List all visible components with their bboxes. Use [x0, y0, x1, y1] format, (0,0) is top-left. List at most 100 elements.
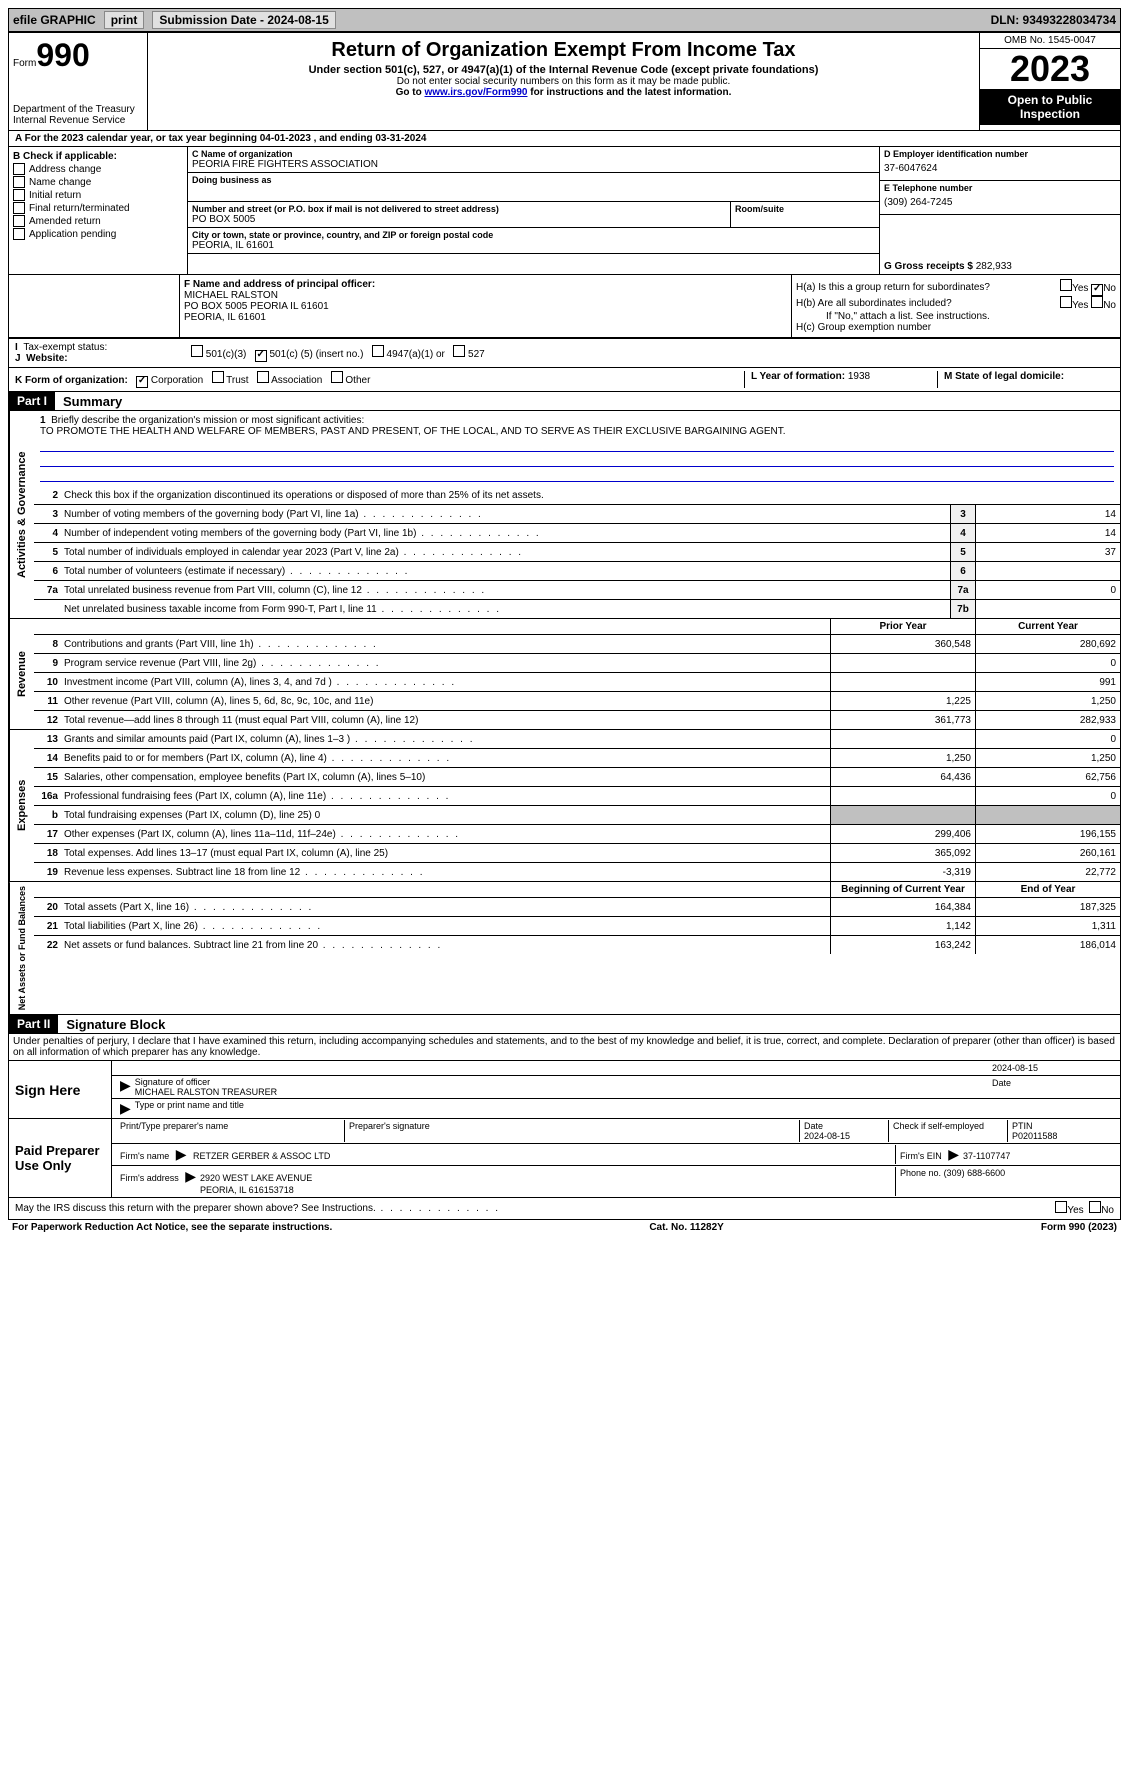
d-label: D Employer identification number	[884, 149, 1116, 159]
officer-name: MICHAEL RALSTON	[184, 290, 787, 301]
paid-preparer-row: Paid Preparer Use Only Print/Type prepar…	[9, 1119, 1120, 1198]
expenses-section: Expenses 13Grants and similar amounts pa…	[9, 730, 1120, 882]
mission-text: TO PROMOTE THE HEALTH AND WELFARE OF MEM…	[40, 426, 1114, 437]
cb-initial-return[interactable]	[13, 189, 25, 201]
arrow-icon: ▶	[116, 1100, 135, 1117]
side-label-ag: Activities & Governance	[9, 411, 34, 618]
paid-preparer-label: Paid Preparer Use Only	[9, 1119, 112, 1197]
gross-receipts: 282,933	[976, 261, 1012, 272]
form-container: Form990 Department of the Treasury Inter…	[8, 32, 1121, 1220]
end-year-header: End of Year	[975, 882, 1120, 897]
cb-501c3[interactable]	[191, 345, 203, 357]
cb-assoc[interactable]	[257, 371, 269, 383]
city-label: City or town, state or province, country…	[192, 230, 875, 240]
cb-other[interactable]	[331, 371, 343, 383]
dept-treasury: Department of the Treasury	[13, 104, 143, 115]
l7b-desc: Net unrelated business taxable income fr…	[64, 602, 950, 617]
page-footer: For Paperwork Reduction Act Notice, see …	[8, 1220, 1121, 1235]
line-i-j: I Tax-exempt status: J Website: 501(c)(3…	[9, 338, 1120, 368]
l3-desc: Number of voting members of the governin…	[64, 507, 950, 522]
arrow-icon: ▶	[116, 1077, 135, 1097]
b-label: B Check if applicable:	[13, 151, 183, 162]
net-assets-section: Net Assets or Fund Balances Beginning of…	[9, 882, 1120, 1015]
footer-left: For Paperwork Reduction Act Notice, see …	[12, 1222, 332, 1233]
goto-note: Go to www.irs.gov/Form990 for instructio…	[152, 87, 975, 98]
side-label-rev: Revenue	[9, 619, 34, 729]
print-button[interactable]: print	[104, 11, 145, 29]
begin-year-header: Beginning of Current Year	[830, 882, 975, 897]
irs-label: Internal Revenue Service	[13, 115, 143, 126]
discuss-text: May the IRS discuss this return with the…	[15, 1203, 1049, 1214]
cb-discuss-no[interactable]	[1089, 1201, 1101, 1213]
section-bcdefg: B Check if applicable: Address change Na…	[9, 147, 1120, 275]
section-b-checkboxes: B Check if applicable: Address change Na…	[9, 147, 188, 274]
sign-here-row: Sign Here 2024-08-15 ▶ Signature of offi…	[9, 1061, 1120, 1119]
officer-addr2: PEORIA, IL 61601	[184, 312, 787, 323]
l5-desc: Total number of individuals employed in …	[64, 545, 950, 560]
discuss-row: May the IRS discuss this return with the…	[9, 1198, 1120, 1219]
header-title-box: Return of Organization Exempt From Incom…	[148, 33, 979, 130]
cb-address-change[interactable]	[13, 163, 25, 175]
tax-year: 2023	[980, 49, 1120, 89]
v3: 14	[976, 505, 1120, 523]
l2-desc: Check this box if the organization disco…	[64, 488, 1120, 503]
part1-label: Part I	[9, 392, 55, 410]
footer-mid: Cat. No. 11282Y	[649, 1222, 723, 1233]
cb-trust[interactable]	[212, 371, 224, 383]
top-toolbar: efile GRAPHIC print Submission Date - 20…	[8, 8, 1121, 32]
cb-hb-no[interactable]	[1091, 296, 1103, 308]
prior-year-header: Prior Year	[830, 619, 975, 634]
cb-ha-no[interactable]	[1091, 284, 1103, 296]
part2-title: Signature Block	[58, 1017, 165, 1032]
f-label: F Name and address of principal officer:	[184, 279, 787, 290]
officer-addr1: PO BOX 5005 PEORIA IL 61601	[184, 301, 787, 312]
line-a: A For the 2023 calendar year, or tax yea…	[9, 131, 1120, 147]
submission-date-button[interactable]: Submission Date - 2024-08-15	[152, 11, 335, 29]
hc-label: H(c) Group exemption number	[796, 322, 1116, 333]
g-label: G Gross receipts $	[884, 261, 973, 272]
cb-527[interactable]	[453, 345, 465, 357]
l4-desc: Number of independent voting members of …	[64, 526, 950, 541]
addr-label: Number and street (or P.O. box if mail i…	[192, 204, 726, 214]
v7a: 0	[976, 581, 1120, 599]
cb-application-pending[interactable]	[13, 228, 25, 240]
perjury-text: Under penalties of perjury, I declare th…	[9, 1034, 1120, 1061]
cb-hb-yes[interactable]	[1060, 296, 1072, 308]
omb-number: OMB No. 1545-0047	[980, 33, 1120, 49]
c-name-label: C Name of organization	[192, 149, 875, 159]
part1-title: Summary	[55, 394, 122, 409]
ein-value: 37-6047624	[884, 159, 1116, 178]
cb-final-return[interactable]	[13, 202, 25, 214]
irs-link[interactable]: www.irs.gov/Form990	[424, 87, 527, 98]
v4: 14	[976, 524, 1120, 542]
line-klm: K Form of organization: Corporation Trus…	[9, 368, 1120, 392]
cb-ha-yes[interactable]	[1060, 279, 1072, 291]
room-label: Room/suite	[735, 204, 875, 214]
cb-4947[interactable]	[372, 345, 384, 357]
section-c-box: C Name of organization PEORIA FIRE FIGHT…	[188, 147, 879, 274]
l-value: 1938	[848, 371, 870, 382]
cb-name-change[interactable]	[13, 176, 25, 188]
l6-desc: Total number of volunteers (estimate if …	[64, 564, 950, 579]
side-label-exp: Expenses	[9, 730, 34, 881]
org-name: PEORIA FIRE FIGHTERS ASSOCIATION	[192, 159, 875, 170]
cb-501c[interactable]	[255, 350, 267, 362]
l7a-desc: Total unrelated business revenue from Pa…	[64, 583, 950, 598]
footer-right: Form 990 (2023)	[1041, 1222, 1117, 1233]
ssn-note: Do not enter social security numbers on …	[152, 76, 975, 87]
m-label: M State of legal domicile:	[944, 371, 1064, 382]
cb-amended-return[interactable]	[13, 215, 25, 227]
cb-discuss-yes[interactable]	[1055, 1201, 1067, 1213]
cb-corp[interactable]	[136, 376, 148, 388]
l-label: L Year of formation:	[751, 371, 845, 382]
org-address: PO BOX 5005	[192, 214, 726, 225]
dln-text: DLN: 93493228034734	[991, 13, 1116, 27]
phone-value: (309) 264-7245	[884, 193, 1116, 212]
open-to-public: Open to Public Inspection	[980, 89, 1120, 125]
part2-header: Part II Signature Block	[9, 1015, 1120, 1034]
part2-label: Part II	[9, 1015, 58, 1033]
section-deg: D Employer identification number 37-6047…	[879, 147, 1120, 274]
form-header: Form990 Department of the Treasury Inter…	[9, 33, 1120, 131]
activities-governance-section: Activities & Governance 1 Briefly descri…	[9, 411, 1120, 619]
part1-header: Part I Summary	[9, 392, 1120, 411]
